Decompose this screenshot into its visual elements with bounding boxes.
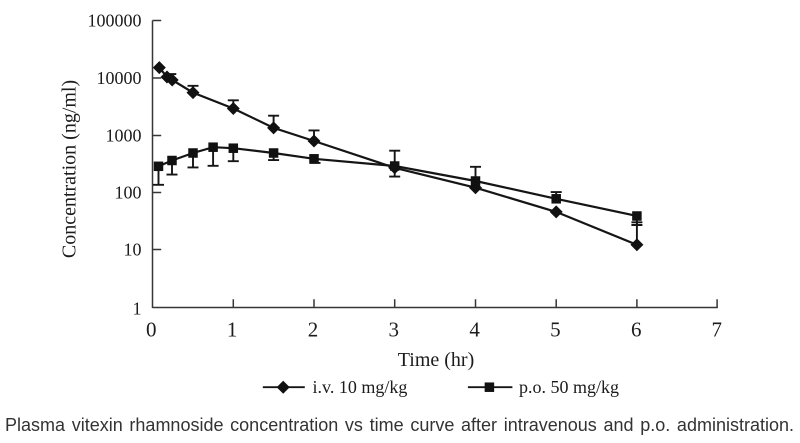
svg-text:2: 2 (308, 318, 319, 342)
svg-text:6: 6 (631, 318, 642, 342)
svg-text:10: 10 (124, 240, 142, 260)
svg-text:100000: 100000 (88, 11, 142, 31)
svg-text:7: 7 (712, 318, 723, 342)
svg-text:4: 4 (469, 318, 480, 342)
svg-text:p.o. 50 mg/kg: p.o. 50 mg/kg (519, 377, 619, 397)
svg-text:5: 5 (550, 318, 561, 342)
svg-text:1000: 1000 (106, 126, 142, 146)
svg-text:0: 0 (146, 318, 157, 342)
svg-text:1: 1 (133, 298, 142, 318)
svg-text:3: 3 (389, 318, 400, 342)
svg-text:100: 100 (115, 183, 142, 203)
svg-text:Time (hr): Time (hr) (398, 349, 474, 371)
svg-text:10000: 10000 (97, 68, 142, 88)
svg-text:i.v. 10 mg/kg: i.v. 10 mg/kg (313, 377, 408, 397)
svg-text:Concentration (ng/ml): Concentration (ng/ml) (58, 80, 80, 258)
svg-text:1: 1 (227, 318, 238, 342)
